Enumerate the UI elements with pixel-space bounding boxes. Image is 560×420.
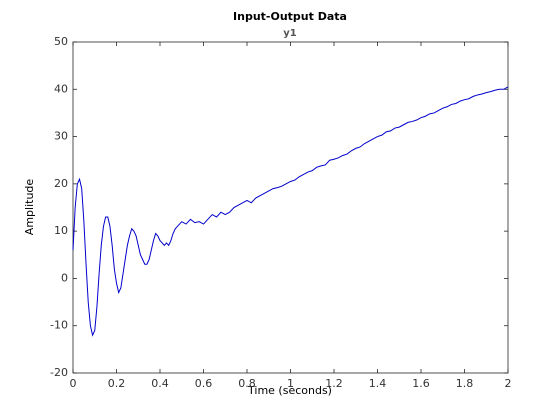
x-axis-label: Time (seconds) [247,384,332,397]
y-tick-label: 0 [61,271,68,284]
x-tick-label: 1.8 [456,377,474,390]
x-tick-label: 0.4 [151,377,169,390]
y-tick-label: 30 [54,130,68,143]
axes-box [72,41,509,374]
x-tick-label: 0.6 [195,377,213,390]
y-axis-label: Amplitude [23,179,36,236]
x-tick-label: 1 [287,377,294,390]
x-tick-label: 0 [70,377,77,390]
x-tick-label: 0.2 [108,377,126,390]
x-tick-label: 1.6 [412,377,430,390]
data-line [72,86,509,337]
x-tick-label: 1.2 [325,377,343,390]
y-tick-label: -10 [50,319,68,332]
y-tick-label: 50 [54,35,68,48]
y-tick-label: -20 [50,366,68,379]
chart-subtitle: y1 [283,28,297,39]
chart-title: Input-Output Data [233,10,347,23]
x-tick-label: 2 [505,377,512,390]
y-tick-label: 40 [54,82,68,95]
x-tick-label: 0.8 [238,377,256,390]
y-tick-label: 10 [54,224,68,237]
y-tick-label: 20 [54,177,68,190]
x-tick-label: 1.4 [369,377,387,390]
